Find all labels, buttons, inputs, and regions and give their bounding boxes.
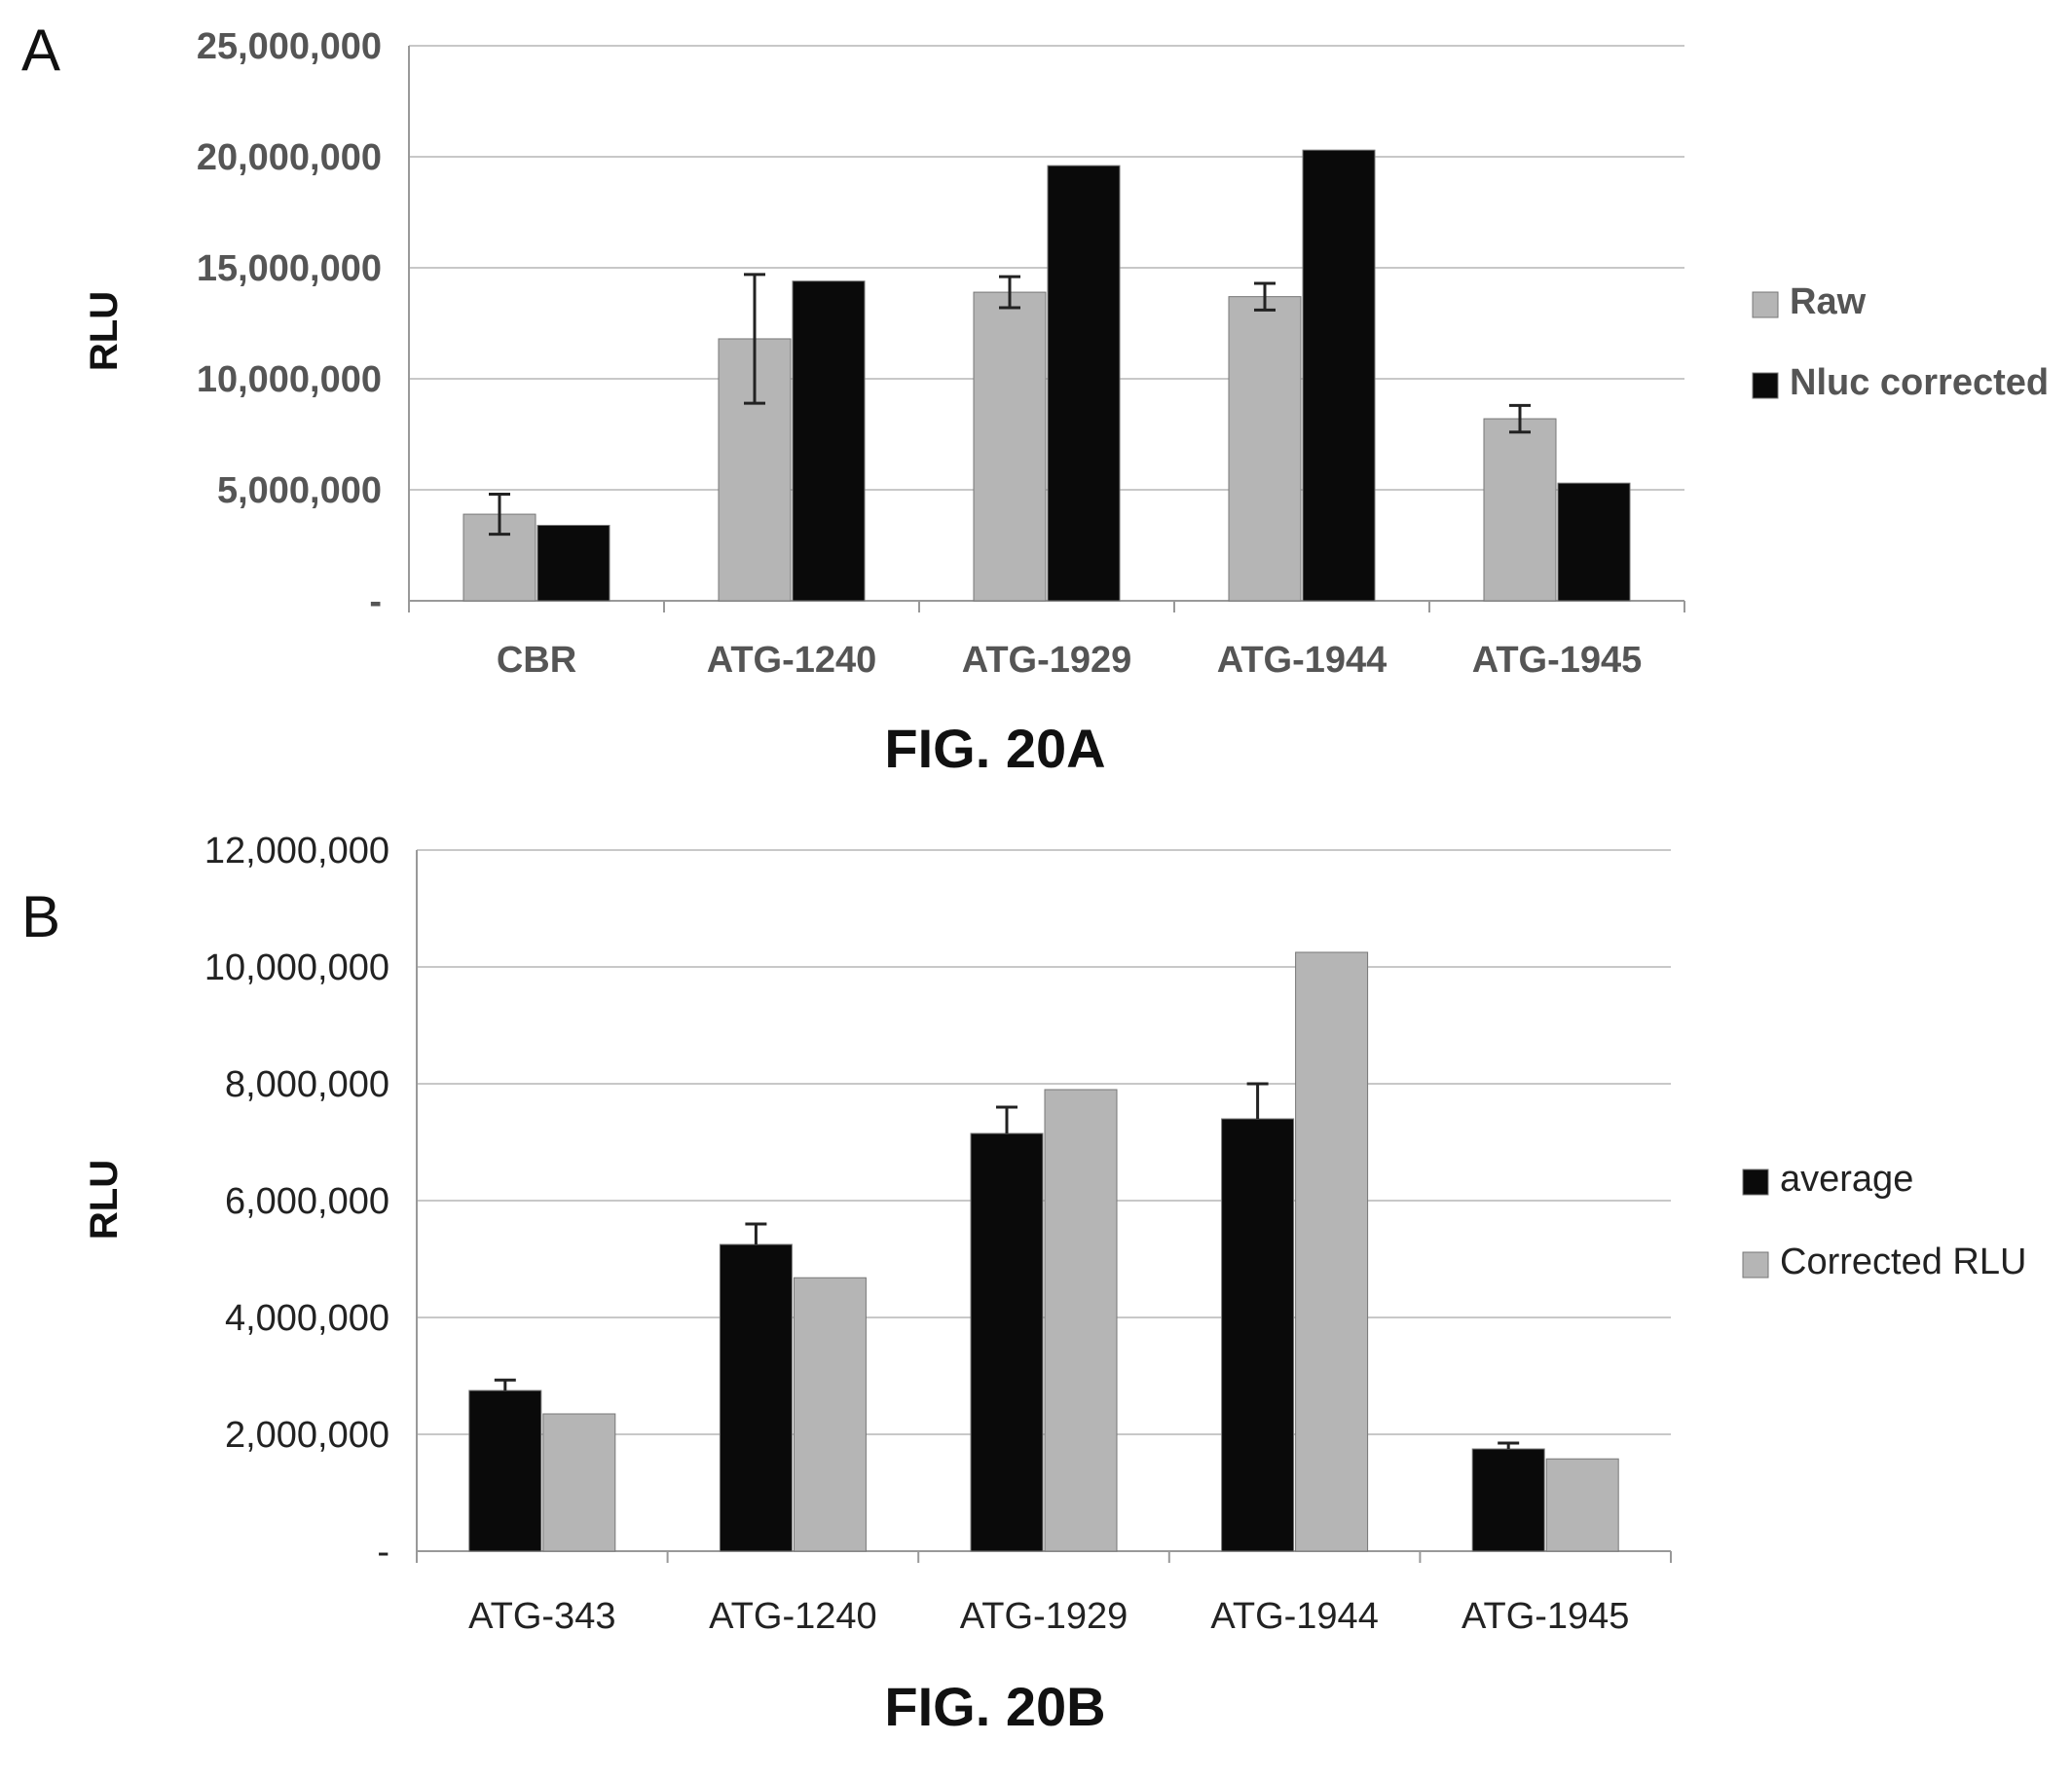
chart-b-bar-s2 (793, 1277, 867, 1552)
chart-a-error-bar (744, 273, 765, 405)
chart-a-bar-s2 (792, 280, 866, 602)
chart-b-ytick-label: 2,000,000 (225, 1415, 389, 1456)
chart-a-category-label: ATG-1945 (1472, 640, 1643, 681)
chart-b-legend-label: Corrected RLU (1780, 1242, 2026, 1282)
chart-b-bar-s2 (542, 1413, 616, 1552)
chart-a-category-label: ATG-1944 (1217, 640, 1388, 681)
chart-a-category-label: CBR (497, 640, 576, 681)
chart-b-error-bar (1498, 1441, 1520, 1449)
chart-b-ytick-label: 12,000,000 (204, 831, 389, 871)
chart-a: - 5,000,000 10,000,000 15,000,000 20,000,000… (197, 26, 2049, 681)
chart-a-bar-s1 (973, 291, 1047, 602)
chart-b-ytick-label: - (377, 1532, 389, 1573)
chart-b-legend-swatch (1742, 1168, 1769, 1196)
chart-a-ytick-label: 15,000,000 (197, 248, 382, 289)
chart-a-ytick-label: 25,000,000 (197, 26, 382, 67)
chart-b-bar-s1 (970, 1132, 1044, 1552)
chart-b-bar-s1 (1221, 1118, 1295, 1552)
chart-a-legend-swatch (1752, 372, 1779, 399)
chart-b-category-label: ATG-1240 (709, 1596, 876, 1637)
chart-b-bar-s1 (1471, 1448, 1545, 1552)
chart-b-bar-s2 (1295, 951, 1369, 1552)
panel-a-letter: A (21, 18, 60, 83)
chart-a-ytick-label: - (369, 581, 382, 622)
chart-b: - 2,000,000 4,000,000 6,000,000 8,000,000 10,… (204, 831, 2027, 1637)
chart-b-bar-s1 (468, 1390, 542, 1552)
chart-b-bar-s2 (1044, 1089, 1118, 1552)
chart-b-category-label: ATG-1945 (1462, 1596, 1629, 1637)
chart-b-category-label: ATG-1929 (960, 1596, 1128, 1637)
chart-a-bar-s2 (1557, 482, 1631, 602)
chart-a-ytick-label: 20,000,000 (197, 137, 382, 178)
chart-b-ytick-label: 10,000,000 (204, 947, 389, 988)
panel-b-caption: FIG. 20B (884, 1676, 1105, 1737)
chart-b-ytick-label: 8,000,000 (225, 1064, 389, 1105)
panel-b: B RLU - 2,000,000 4,000,000 6,000,000 8,000,… (21, 831, 2026, 1737)
chart-a-ylabel: RLU (83, 291, 126, 371)
chart-a-legend-swatch (1752, 291, 1779, 318)
chart-b-ylabel: RLU (83, 1160, 126, 1240)
chart-a-error-bar (489, 493, 510, 537)
chart-b-legend-label: average (1780, 1159, 1913, 1200)
chart-b-ytick-label: 4,000,000 (225, 1298, 389, 1339)
chart-b-ytick-label: 6,000,000 (225, 1181, 389, 1222)
chart-a-bar-s1 (1228, 296, 1302, 602)
chart-a-error-bar (999, 275, 1020, 310)
chart-a-ytick-label: 10,000,000 (197, 359, 382, 400)
chart-b-error-bar (745, 1222, 767, 1244)
chart-a-bar-s2 (1302, 149, 1376, 602)
chart-b-bar-s2 (1545, 1458, 1619, 1552)
chart-b-legend-swatch (1742, 1251, 1769, 1279)
chart-a-bar-s1 (1483, 418, 1557, 602)
chart-b-bar-s1 (719, 1243, 793, 1552)
chart-b-error-bar (494, 1378, 516, 1391)
chart-a-error-bar (1509, 403, 1531, 434)
panel-a-caption: FIG. 20A (884, 718, 1105, 779)
chart-b-category-label: ATG-343 (468, 1596, 615, 1637)
chart-b-error-bar (996, 1105, 1018, 1133)
chart-a-error-bar (1254, 281, 1276, 312)
chart-a-category-label: ATG-1240 (707, 640, 877, 681)
chart-a-legend-label: Nluc corrected (1790, 362, 2049, 403)
chart-a-bar-s2 (536, 524, 610, 602)
panel-a: A RLU - 5,000,000 10,000,000 15,000,000 20,0… (21, 18, 2049, 779)
panel-b-letter: B (21, 884, 60, 949)
chart-a-ytick-label: 5,000,000 (217, 470, 382, 511)
chart-b-error-bar (1246, 1082, 1269, 1119)
chart-a-bar-s2 (1047, 165, 1121, 602)
chart-b-category-label: ATG-1944 (1210, 1596, 1378, 1637)
chart-a-legend-label: Raw (1790, 281, 1867, 322)
chart-a-category-label: ATG-1929 (962, 640, 1132, 681)
